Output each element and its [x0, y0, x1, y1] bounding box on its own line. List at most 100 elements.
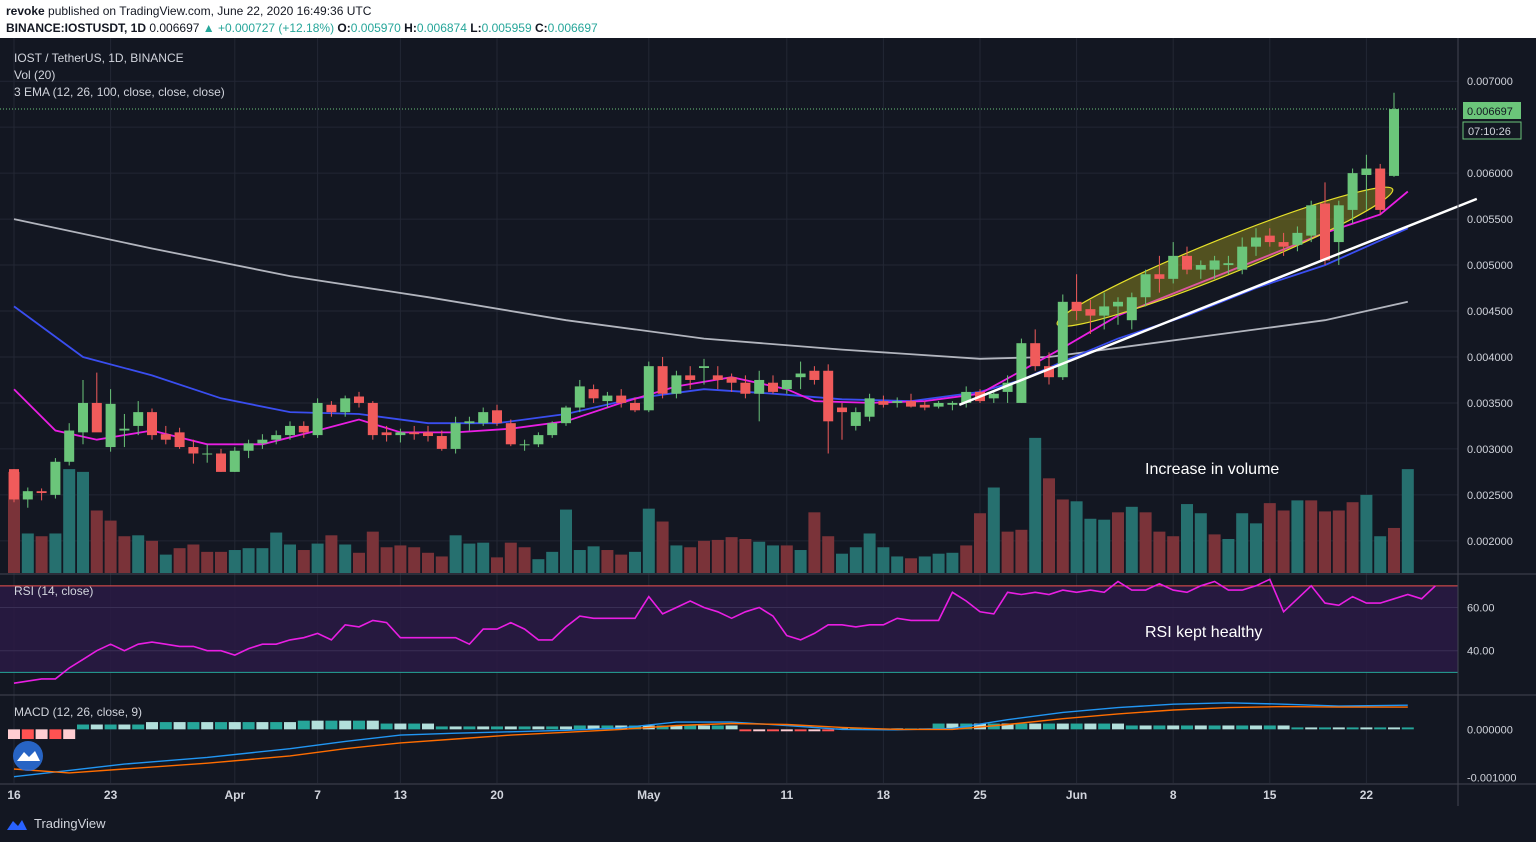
volume-bar [284, 544, 296, 573]
volume-bar [228, 550, 241, 573]
legend: IOST / TetherUS, 1D, BINANCE Vol (20) 3 … [14, 51, 225, 99]
volume-bar [1208, 534, 1221, 573]
macd-histogram-bar [684, 725, 697, 730]
volume-bar [725, 537, 738, 573]
volume-bar [270, 532, 283, 573]
volume-bar [353, 552, 365, 573]
candle-body [740, 382, 751, 394]
candle-body [988, 393, 999, 399]
publisher-line: revoke published on TradingView.com, Jun… [6, 4, 371, 18]
rsi-pane: 60.00 40.00 RSI (14, close) [0, 578, 1495, 684]
x-tick-label: 22 [1360, 788, 1374, 802]
volume-bar [1222, 538, 1235, 573]
volume-bar [1263, 503, 1276, 573]
volume-bar [670, 545, 683, 573]
candle-body [340, 398, 351, 413]
volume-bar [394, 545, 407, 573]
volume-bar [1236, 513, 1249, 573]
candle-body [892, 401, 903, 403]
macd-histogram-bar [753, 729, 766, 732]
x-tick-label: 15 [1263, 788, 1277, 802]
macd-histogram-bar [63, 729, 76, 740]
volume-bar [422, 552, 434, 573]
candle-body [1016, 343, 1027, 403]
price-tick-label: 0.002000 [1467, 536, 1513, 548]
price-tick-label: 0.005500 [1467, 214, 1513, 226]
volume-bar [63, 469, 76, 573]
x-tick-label: 25 [973, 788, 987, 802]
macd-histogram-bar [1250, 725, 1262, 730]
volume-bar [780, 545, 793, 573]
candle-body [1071, 301, 1082, 312]
macd-histogram-bar [90, 724, 103, 730]
volume-bar [159, 554, 172, 573]
x-tick-label: 8 [1170, 788, 1177, 802]
candle-body [947, 402, 958, 405]
macd-histogram-bar [1194, 725, 1207, 730]
volume-bar [1084, 518, 1097, 573]
rsi-annotation: RSI kept healthy [1145, 624, 1262, 641]
candle-body [1195, 265, 1206, 270]
candle-body [574, 386, 585, 408]
candle-body [919, 404, 930, 408]
volume-bar [1401, 469, 1414, 573]
candle-body [1251, 237, 1261, 247]
volume-annotation: Increase in volume [1145, 461, 1279, 478]
price-tick-label: 0.004500 [1467, 306, 1513, 318]
volume-bar [891, 556, 904, 573]
volume-bar [242, 548, 255, 573]
macd-histogram-bar [725, 725, 738, 730]
volume-bar [698, 540, 710, 573]
volume-bar [587, 546, 600, 573]
macd-histogram-bar [1098, 723, 1111, 730]
candle-body [147, 412, 157, 436]
price-tick-label: 0.004000 [1467, 352, 1513, 364]
volume-bar [546, 551, 559, 573]
candle-body [533, 435, 544, 445]
x-tick-label: 11 [780, 788, 793, 802]
price-change: ▲ +0.000727 (+12.18%) [202, 21, 335, 35]
candle-body [1375, 168, 1386, 210]
ema-lines [13, 190, 1409, 446]
high-value: 0.006874 [416, 21, 467, 35]
candle-body [395, 432, 406, 436]
candle-body [933, 402, 944, 407]
volume-bar [987, 487, 1000, 573]
candle-body [561, 407, 571, 424]
ema12-line [13, 190, 1409, 446]
candle-body [133, 412, 144, 426]
candle-body [630, 402, 640, 411]
legend-volume: Vol (20) [14, 68, 55, 82]
x-tick-label: Jun [1066, 788, 1087, 802]
candle-body [229, 450, 240, 472]
volume-bar [1153, 531, 1166, 573]
candle-body [160, 434, 171, 440]
volume-bar [1388, 527, 1400, 573]
candle-body [1030, 343, 1041, 367]
volume-bars [8, 437, 1414, 573]
x-tick-label: Apr [224, 788, 245, 802]
chart-area[interactable]: 60.00 40.00 RSI (14, close) 0.000000 -0.001… [0, 38, 1536, 806]
candle-body [1057, 301, 1068, 378]
open-value: 0.005970 [350, 21, 401, 35]
macd-histogram-bar [353, 720, 365, 730]
tradingview-logo[interactable]: TradingView [6, 816, 106, 831]
macd-histogram-bar [629, 725, 641, 730]
low-label: L: [470, 21, 482, 35]
candle-body [1209, 260, 1220, 270]
macd-histogram-bar [780, 729, 793, 732]
macd-histogram-bar [1153, 725, 1166, 730]
candle-body [906, 401, 916, 407]
candle-body [188, 447, 199, 454]
macd-histogram-bar [1388, 727, 1400, 730]
volume-bar [974, 513, 986, 573]
last-price: 0.006697 [149, 21, 200, 35]
volume-bar [836, 553, 848, 573]
candle-body [699, 366, 709, 369]
publisher-name[interactable]: revoke [6, 4, 45, 18]
macd-histogram-bar [601, 725, 614, 730]
macd-histogram-bar [1263, 725, 1276, 730]
macd-histogram-bar [932, 723, 945, 730]
macd-tick-label: -0.001000 [1467, 773, 1517, 785]
volume-bar [1056, 499, 1069, 573]
